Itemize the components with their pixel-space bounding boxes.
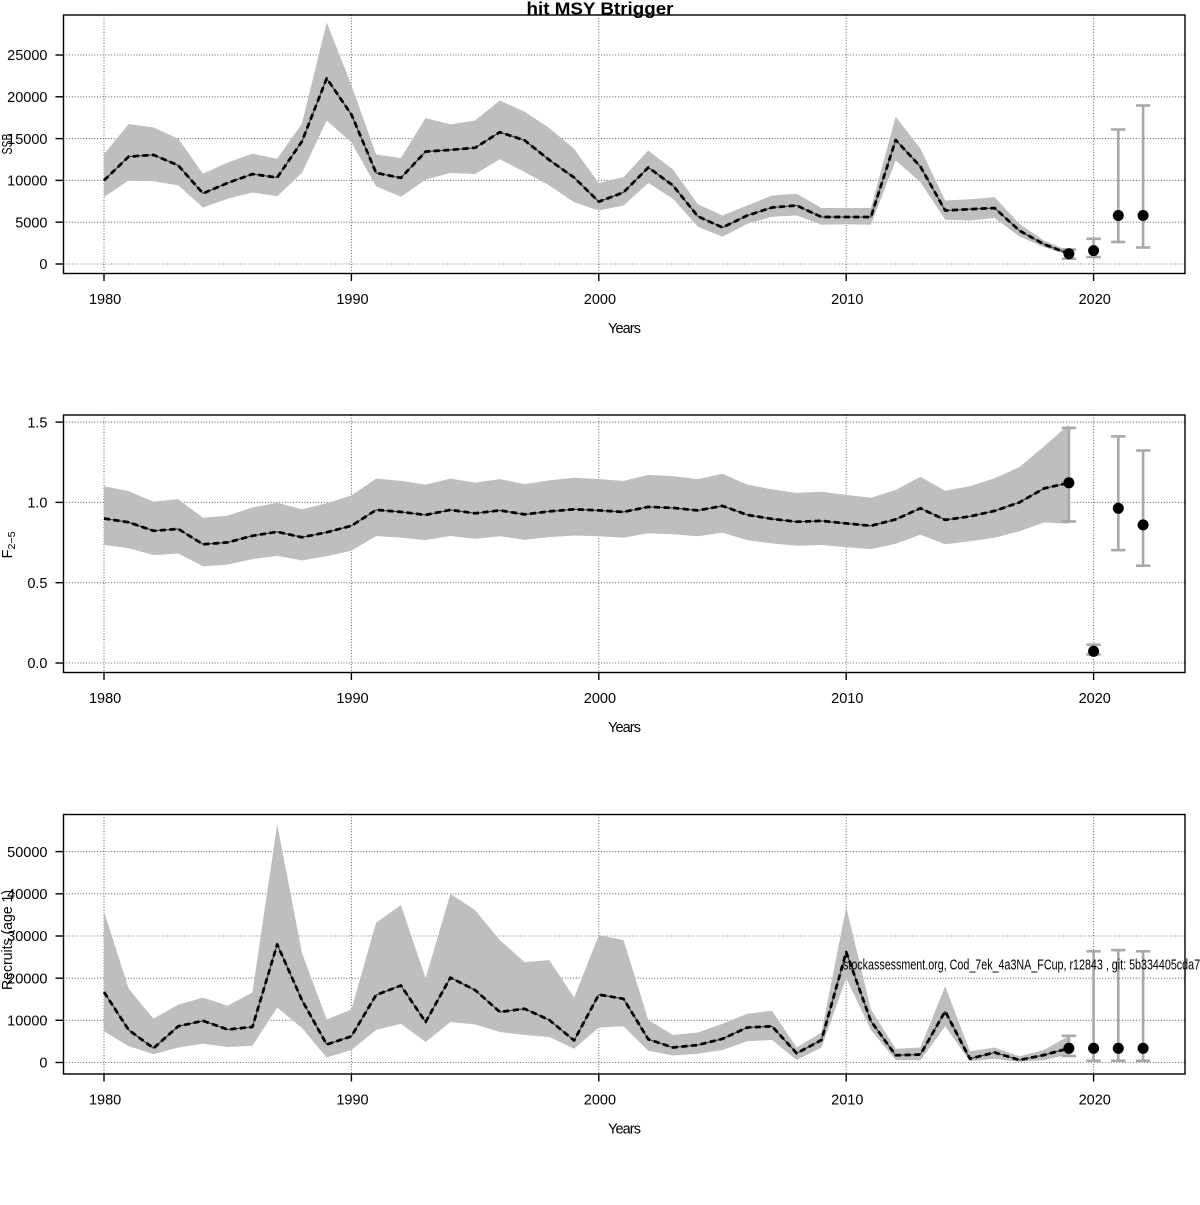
svg-text:1990: 1990 bbox=[336, 1093, 368, 1109]
svg-text:Years: Years bbox=[608, 321, 641, 337]
svg-text:Recruits (age 1): Recruits (age 1) bbox=[0, 890, 16, 990]
svg-text:0.5: 0.5 bbox=[27, 576, 47, 592]
svg-text:2020: 2020 bbox=[1079, 292, 1111, 308]
svg-text:2000: 2000 bbox=[584, 1093, 616, 1109]
svg-text:SSB: SSB bbox=[0, 134, 16, 155]
svg-text:1980: 1980 bbox=[89, 1093, 121, 1109]
svg-text:40000: 40000 bbox=[7, 887, 47, 903]
svg-text:20000: 20000 bbox=[7, 971, 47, 987]
svg-text:hit MSY Btrigger: hit MSY Btrigger bbox=[527, 0, 674, 19]
svg-text:Years: Years bbox=[608, 1122, 641, 1138]
svg-text:20000: 20000 bbox=[7, 90, 47, 106]
svg-text:2000: 2000 bbox=[584, 292, 616, 308]
svg-text:2020: 2020 bbox=[1079, 691, 1111, 707]
svg-text:0: 0 bbox=[39, 257, 47, 273]
svg-text:1990: 1990 bbox=[336, 292, 368, 308]
svg-text:0.0: 0.0 bbox=[27, 656, 47, 672]
svg-text:2020: 2020 bbox=[1079, 1093, 1111, 1109]
svg-text:2000: 2000 bbox=[584, 691, 616, 707]
svg-text:0: 0 bbox=[39, 1056, 47, 1072]
svg-text:2010: 2010 bbox=[831, 1093, 863, 1109]
svg-text:1.0: 1.0 bbox=[27, 496, 47, 512]
svg-text:Years: Years bbox=[608, 720, 641, 736]
svg-text:25000: 25000 bbox=[7, 48, 47, 64]
svg-text:30000: 30000 bbox=[7, 929, 47, 945]
svg-text:10000: 10000 bbox=[7, 1014, 47, 1030]
svg-text:stockassessment.org, Cod_7ek_4: stockassessment.org, Cod_7ek_4a3NA_FCup,… bbox=[843, 958, 1200, 974]
svg-text:50000: 50000 bbox=[7, 845, 47, 861]
svg-text:1980: 1980 bbox=[89, 292, 121, 308]
svg-text:1.5: 1.5 bbox=[27, 415, 47, 431]
svg-text:2010: 2010 bbox=[831, 691, 863, 707]
svg-text:15000: 15000 bbox=[7, 132, 47, 148]
svg-text:1990: 1990 bbox=[336, 691, 368, 707]
svg-text:1980: 1980 bbox=[89, 691, 121, 707]
svg-text:2010: 2010 bbox=[831, 292, 863, 308]
svg-text:5000: 5000 bbox=[15, 215, 47, 231]
svg-text:10000: 10000 bbox=[7, 174, 47, 190]
